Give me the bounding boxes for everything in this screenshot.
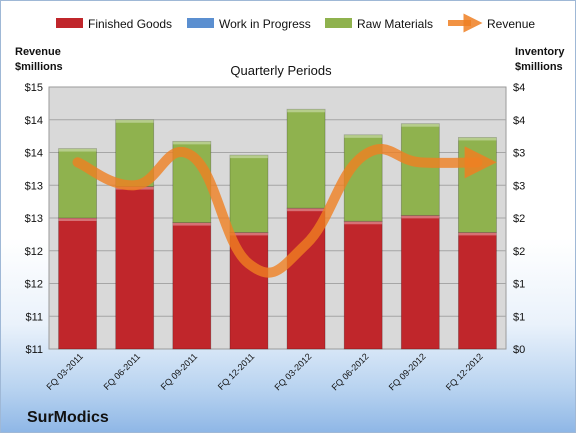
- legend-label-finished-goods: Finished Goods: [88, 17, 172, 31]
- left-tick-label: $14: [25, 148, 43, 160]
- bar-raw-materials: [286, 108, 326, 209]
- right-tick-label: $3: [513, 180, 525, 192]
- category-labels: FQ 03-2011 FQ 06-2011 FQ 09-2011 FQ 12-2011…: [44, 351, 484, 392]
- bar-raw-materials-highlight: [229, 155, 268, 159]
- left-tick-label: $12: [25, 279, 43, 291]
- bar-raw-materials: [458, 137, 497, 233]
- category-label: FQ 03-2011: [44, 351, 85, 392]
- right-tick-label: $0: [513, 344, 525, 356]
- bar-finished-goods-highlight: [287, 208, 326, 212]
- right-tick-label: $3: [513, 148, 525, 160]
- legend-swatch-raw-materials: [325, 18, 352, 28]
- chart-title: Quarterly Periods: [230, 63, 332, 78]
- category-label: FQ 06-2011: [102, 351, 143, 392]
- bar-raw-materials-highlight: [172, 141, 211, 145]
- legend: Finished Goods Work in Progress Raw Mate…: [56, 13, 535, 33]
- bar-raw-materials-highlight: [115, 119, 154, 123]
- right-tick-label: $4: [513, 115, 525, 127]
- legend-label-work-in-progress: Work in Progress: [219, 17, 311, 31]
- category-label: FQ 09-2011: [159, 351, 200, 392]
- right-tick-label: $2: [513, 213, 525, 225]
- bar-raw-materials-highlight: [58, 148, 97, 152]
- bar-finished-goods-highlight: [458, 232, 497, 236]
- revenue-line: [72, 144, 497, 278]
- left-tick-label: $13: [25, 213, 43, 225]
- legend-label-raw-materials: Raw Materials: [357, 17, 433, 31]
- revenue-line-group: [72, 144, 497, 278]
- right-tick-label: $1: [513, 311, 525, 323]
- legend-swatch-finished-goods: [56, 18, 83, 28]
- bar-finished-goods-highlight: [344, 221, 383, 225]
- bar-finished-goods-highlight: [401, 215, 440, 219]
- legend-label-revenue: Revenue: [487, 17, 535, 31]
- category-label: FQ 12-2012: [444, 351, 485, 392]
- legend-swatch-work-in-progress: [187, 18, 214, 28]
- bar-raw-materials-highlight: [458, 137, 497, 141]
- left-tick-label: $11: [25, 311, 43, 323]
- right-axis-title-line2: $millions: [515, 61, 563, 73]
- bar-finished-goods: [172, 222, 212, 350]
- right-axis-title-line1: Inventory: [515, 46, 565, 58]
- right-tick-label: $1: [513, 279, 525, 291]
- bar-finished-goods: [400, 214, 440, 350]
- bar-finished-goods-highlight: [229, 232, 268, 236]
- left-tick-label: $14: [25, 115, 43, 127]
- left-tick-label: $12: [25, 246, 43, 258]
- bar-finished-goods-highlight: [172, 222, 211, 226]
- left-axis-ticks: $11 $11 $12 $12 $13 $13 $14 $14 $15: [25, 82, 43, 356]
- bar-finished-goods: [58, 217, 97, 350]
- left-axis-title-line2: $millions: [15, 61, 63, 73]
- bar-raw-materials-highlight: [344, 134, 383, 138]
- left-tick-label: $15: [25, 82, 43, 94]
- bar-raw-materials-highlight: [401, 123, 440, 127]
- left-tick-label: $13: [25, 180, 43, 192]
- bar-finished-goods: [343, 220, 383, 350]
- bar-raw-materials-highlight: [287, 109, 326, 113]
- category-label: FQ 12-2011: [216, 351, 257, 392]
- left-axis-title-line1: Revenue: [15, 46, 61, 58]
- category-label: FQ 03-2012: [272, 351, 313, 392]
- right-tick-label: $4: [513, 82, 525, 94]
- right-axis-ticks: $0 $1 $1 $2 $2 $3 $3 $4 $4: [513, 82, 525, 356]
- bar-finished-goods-highlight: [58, 218, 97, 221]
- bar-raw-materials: [229, 154, 269, 233]
- brand-label: SurModics: [27, 409, 109, 426]
- bar-finished-goods: [458, 232, 497, 350]
- bar-raw-materials: [400, 123, 440, 216]
- left-tick-label: $11: [25, 344, 43, 356]
- category-label: FQ 09-2012: [387, 351, 428, 392]
- bar-finished-goods: [115, 186, 155, 350]
- category-label: FQ 06-2012: [330, 351, 371, 392]
- right-tick-label: $2: [513, 246, 525, 258]
